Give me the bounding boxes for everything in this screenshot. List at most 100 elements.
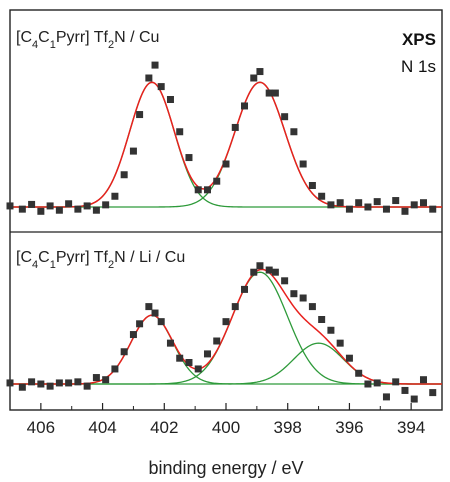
data-point — [256, 262, 264, 270]
data-point — [308, 182, 316, 189]
data-point — [151, 309, 159, 317]
data-point — [92, 374, 100, 382]
data-point — [37, 207, 45, 215]
data-point — [65, 200, 73, 208]
data-point — [145, 74, 153, 82]
data-point — [231, 123, 239, 131]
data-point — [265, 89, 273, 97]
component-curve-1-2 — [10, 81, 442, 208]
component-curve-1-1 — [10, 81, 442, 208]
data-point — [83, 382, 91, 390]
data-point — [336, 199, 344, 207]
data-point — [74, 378, 82, 386]
data-point — [299, 294, 307, 302]
data-point — [6, 202, 14, 210]
data-point — [166, 96, 174, 103]
data-point — [129, 147, 137, 155]
panel-label-bottom: [C4C1Pyrr] Tf2N / Li / Cu — [16, 249, 185, 271]
data-point — [419, 199, 427, 207]
data-point — [364, 203, 372, 211]
data-point — [151, 61, 159, 69]
data-point — [111, 365, 119, 373]
data-point — [392, 197, 400, 205]
data-point — [250, 74, 258, 82]
data-point — [157, 318, 165, 326]
data-point — [194, 365, 202, 373]
data-point — [271, 268, 279, 276]
data-point — [318, 316, 326, 323]
panel-label-top: [C4C1Pyrr] Tf2N / Cu — [16, 29, 159, 51]
data-point — [6, 379, 14, 387]
data-point — [176, 354, 184, 362]
data-point — [373, 198, 381, 206]
data-point — [250, 268, 258, 276]
data-point — [194, 186, 202, 194]
data-point — [271, 89, 279, 97]
data-point — [222, 160, 230, 168]
data-point — [401, 207, 409, 215]
data-point — [265, 266, 273, 274]
data-point — [37, 380, 45, 388]
envelope-fit-1 — [10, 81, 442, 208]
data-point — [46, 382, 54, 390]
data-point — [345, 354, 353, 362]
data-point — [308, 303, 316, 311]
data-point — [429, 205, 437, 213]
data-point — [256, 68, 264, 76]
data-point — [392, 378, 400, 386]
data-point — [203, 186, 211, 194]
data-point — [157, 83, 165, 91]
data-point — [120, 171, 128, 179]
data-point — [410, 201, 418, 209]
data-point — [28, 200, 36, 208]
data-point — [166, 339, 174, 347]
data-point — [231, 303, 239, 311]
x-tick-label: 402 — [150, 418, 178, 437]
data-point — [74, 205, 82, 213]
data-point — [28, 378, 36, 386]
data-point — [345, 205, 353, 213]
component-curve-2-3 — [10, 342, 442, 385]
component-curve-2-1 — [10, 314, 442, 385]
data-point — [281, 113, 289, 121]
x-axis-ticks: 406 404 402 400 398 396 394 — [9, 403, 443, 437]
data-point — [241, 102, 249, 110]
data-point — [185, 154, 193, 162]
data-point — [429, 389, 437, 397]
data-point — [111, 192, 119, 200]
data-point — [222, 318, 230, 326]
data-point — [102, 376, 110, 384]
data-point — [241, 285, 249, 293]
data-point — [136, 320, 144, 328]
data-point — [213, 177, 221, 185]
data-point — [382, 393, 390, 401]
data-point — [327, 326, 335, 334]
data-point — [281, 277, 289, 285]
data-point — [355, 369, 363, 377]
chart-marks — [6, 61, 442, 403]
data-point — [18, 383, 26, 391]
data-point — [185, 359, 193, 366]
data-point — [129, 331, 137, 339]
data-point — [92, 206, 100, 214]
data-point — [410, 395, 418, 403]
technique-label: XPS — [402, 30, 436, 49]
data-point — [373, 379, 381, 387]
data-point — [213, 337, 221, 345]
x-tick-label: 406 — [27, 418, 55, 437]
x-tick-label: 400 — [212, 418, 240, 437]
data-point — [299, 160, 307, 168]
data-point — [46, 202, 54, 210]
data-point — [327, 201, 335, 209]
x-tick-label: 394 — [397, 418, 425, 437]
x-axis-title: binding energy / eV — [148, 458, 303, 478]
data-point — [419, 376, 427, 384]
x-tick-label: 398 — [274, 418, 302, 437]
data-point — [176, 128, 184, 136]
data-point — [290, 128, 298, 136]
data-point — [401, 386, 409, 394]
x-tick-label: 396 — [335, 418, 363, 437]
data-point — [83, 202, 91, 210]
envelope-fit-2 — [10, 268, 442, 385]
